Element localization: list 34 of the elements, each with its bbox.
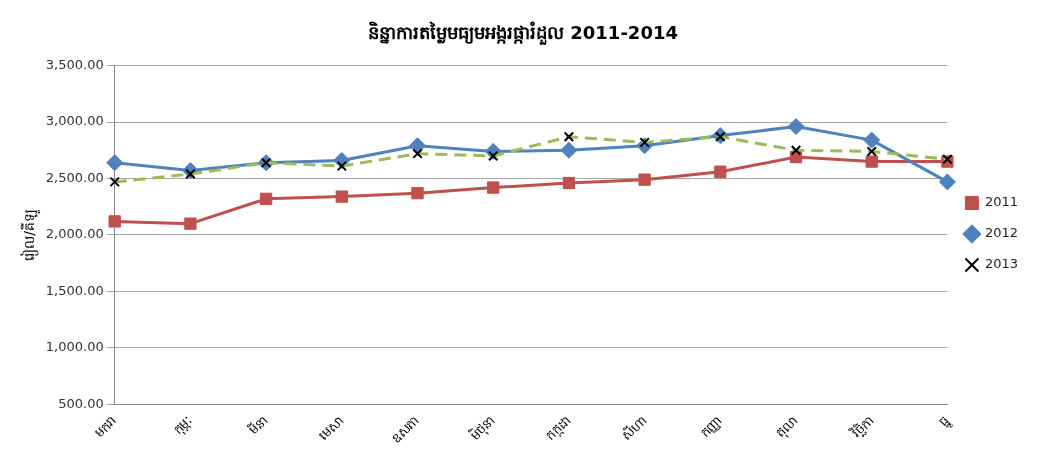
x-tick-label: កុម្ភៈ bbox=[170, 412, 197, 439]
point bbox=[259, 192, 273, 205]
y-tick-label: 3,500.00 bbox=[45, 56, 104, 72]
point bbox=[865, 155, 878, 168]
point bbox=[487, 181, 500, 194]
legend-label: 2013 bbox=[984, 256, 1019, 272]
legend-label: 2012 bbox=[984, 225, 1019, 241]
point bbox=[411, 187, 424, 200]
point bbox=[938, 173, 956, 191]
point bbox=[560, 141, 578, 159]
point bbox=[638, 173, 651, 186]
chart-title: និន្នាការតម្លៃមធ្យមអង្ករផ្ការំដួល 2011-2014 bbox=[368, 21, 678, 47]
point bbox=[184, 217, 197, 230]
y-tick-label: 2,000.00 bbox=[45, 226, 104, 242]
x-tick-label: មីនា bbox=[245, 412, 271, 438]
point bbox=[787, 118, 805, 136]
point bbox=[106, 154, 124, 172]
point bbox=[335, 190, 348, 203]
y-tick-label: 1,000.00 bbox=[45, 339, 104, 355]
point bbox=[714, 165, 727, 178]
legend-label: 2011 bbox=[984, 194, 1019, 210]
y-tick-label: 500.00 bbox=[58, 395, 104, 411]
point bbox=[863, 131, 881, 149]
x-tick-label: ធ្នូ bbox=[935, 412, 955, 432]
y-tick-label: 3,000.00 bbox=[45, 113, 104, 129]
point bbox=[562, 176, 576, 190]
y-tick-label: 1,500.00 bbox=[45, 282, 104, 298]
x-tick-label: កញ្ញា bbox=[697, 412, 726, 442]
x-tick-label: មករា bbox=[91, 412, 120, 441]
y-tick-label: 2,500.00 bbox=[45, 169, 104, 185]
y-axis-title: រៀល/គីឡូ bbox=[20, 209, 42, 261]
x-tick-label: វិច្ឆិកា bbox=[847, 412, 877, 442]
x-tick-label: តុលា bbox=[772, 412, 802, 442]
point bbox=[108, 215, 121, 228]
